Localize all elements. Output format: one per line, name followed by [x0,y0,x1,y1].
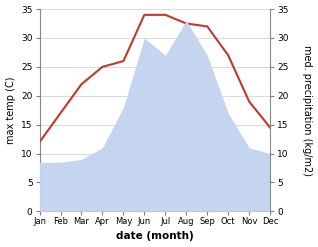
Y-axis label: max temp (C): max temp (C) [5,76,16,144]
Y-axis label: med. precipitation (kg/m2): med. precipitation (kg/m2) [302,45,313,176]
X-axis label: date (month): date (month) [116,231,194,242]
